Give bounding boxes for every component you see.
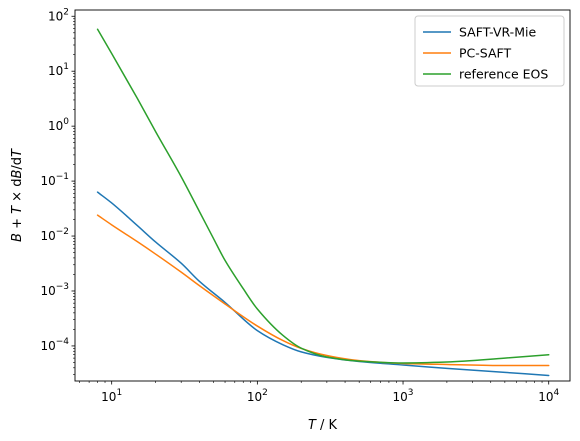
tick-label-exponent: 1 [116,388,122,398]
tick-label-exponent: 1 [63,62,69,72]
tick-label-exponent: 0 [63,117,69,127]
tick-label-base: 10 [40,229,55,243]
tick-label-base: 10 [101,390,116,404]
y-tick-label: 10−3 [40,282,69,298]
tick-label-base: 10 [48,119,63,133]
y-tick-label: 102 [48,7,69,23]
x-tick-label: 102 [247,388,268,404]
tick-label-exponent: 4 [553,388,559,398]
x-tick-label: 101 [101,388,122,404]
legend-label-reference-eos: reference EOS [459,67,548,82]
tick-label-exponent: −2 [56,227,69,237]
x-tick-label: 104 [538,388,559,404]
tick-label-base: 10 [393,390,408,404]
y-tick-label: 10−4 [40,337,69,353]
y-tick-label: 101 [48,62,69,78]
y-tick-label: 10−2 [40,227,69,243]
tick-label-base: 10 [48,9,63,23]
y-axis-label: B + T × dB/dT [10,148,25,242]
x-tick-label: 103 [393,388,414,404]
tick-label-exponent: 2 [63,7,69,17]
tick-label-exponent: −4 [56,337,70,347]
tick-label-exponent: −3 [56,282,69,292]
series-line-saft-vr-mie [96,191,550,377]
tick-label-base: 10 [40,174,55,188]
tick-label-base: 10 [48,64,63,78]
plot-frame [74,9,571,382]
legend: SAFT-VR-Mie PC-SAFT reference EOS [414,15,565,87]
y-tick-label: 10−1 [40,172,69,188]
x-axis-label: T / K [308,418,338,433]
tick-label-exponent: 2 [262,388,268,398]
tick-label-base: 10 [538,390,553,404]
series-line-reference-eos [96,28,550,364]
tick-label-exponent: −1 [56,172,69,182]
legend-label-pc-saft: PC-SAFT [459,46,511,61]
tick-label-exponent: 3 [408,388,414,398]
y-tick-label: 100 [48,117,69,133]
series-line-pc-saft [96,214,550,367]
legend-label-saft-vr-mie: SAFT-VR-Mie [459,25,536,40]
plot-lines [96,28,550,377]
legend-box [414,15,565,87]
tick-label-base: 10 [40,284,55,298]
tick-label-base: 10 [247,390,262,404]
tick-label-base: 10 [40,339,55,353]
